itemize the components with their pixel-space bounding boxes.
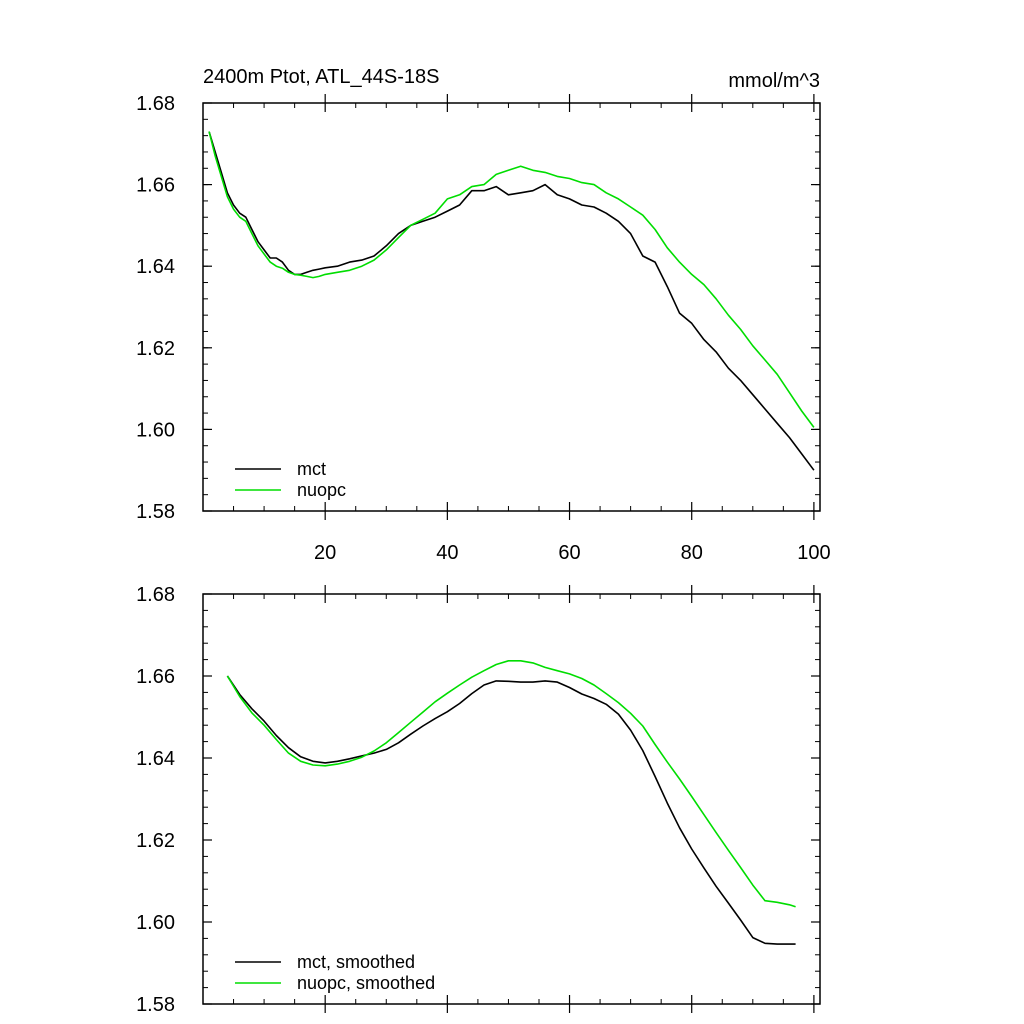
top-chart-units: mmol/m^3 bbox=[728, 70, 820, 92]
x-tick-label: 40 bbox=[436, 542, 458, 564]
top-plot-frame bbox=[202, 102, 821, 512]
y-tick-label: 1.64 bbox=[136, 256, 175, 278]
x-tick-label: 100 bbox=[797, 542, 830, 564]
bottom-plot-frame bbox=[202, 593, 821, 1005]
y-tick-label: 1.66 bbox=[136, 666, 175, 688]
y-tick-label: 1.62 bbox=[136, 830, 175, 852]
y-tick-label: 1.58 bbox=[136, 994, 175, 1016]
top-panel: 2400m Ptot, ATL_44S-18S mmol/m^3 1.58 1.6… bbox=[136, 66, 831, 564]
y-tick-label: 1.64 bbox=[136, 748, 175, 770]
top-legend-label-mct: mct bbox=[297, 459, 326, 479]
x-tick-label: 60 bbox=[558, 542, 580, 564]
bottom-legend-label-mct-smoothed: mct, smoothed bbox=[297, 952, 415, 972]
y-tick-label: 1.68 bbox=[136, 584, 175, 606]
x-tick-label: 80 bbox=[681, 542, 703, 564]
y-tick-label: 1.60 bbox=[136, 912, 175, 934]
y-tick-label: 1.66 bbox=[136, 175, 175, 197]
series-line-nuopc-smoothed bbox=[226, 659, 796, 908]
series-line-mct-smoothed bbox=[226, 675, 796, 945]
y-tick-label: 1.60 bbox=[136, 419, 175, 441]
bottom-legend: mct, smoothed nuopc, smoothed bbox=[235, 952, 435, 993]
top-legend-label-nuopc: nuopc bbox=[297, 480, 346, 500]
y-tick-label: 1.62 bbox=[136, 338, 175, 360]
top-chart-title: 2400m Ptot, ATL_44S-18S bbox=[203, 66, 439, 88]
series-line-mct bbox=[208, 131, 815, 471]
top-legend: mct nuopc bbox=[235, 459, 346, 500]
bottom-legend-label-nuopc-smoothed: nuopc, smoothed bbox=[297, 973, 435, 993]
bottom-panel: 1.58 1.60 1.62 1.64 1.66 1.68 mct, smoothed n… bbox=[136, 584, 821, 1016]
x-tick-label: 20 bbox=[314, 542, 336, 564]
y-tick-label: 1.58 bbox=[136, 501, 175, 523]
y-tick-label: 1.68 bbox=[136, 93, 175, 115]
series-line-nuopc bbox=[208, 131, 815, 428]
